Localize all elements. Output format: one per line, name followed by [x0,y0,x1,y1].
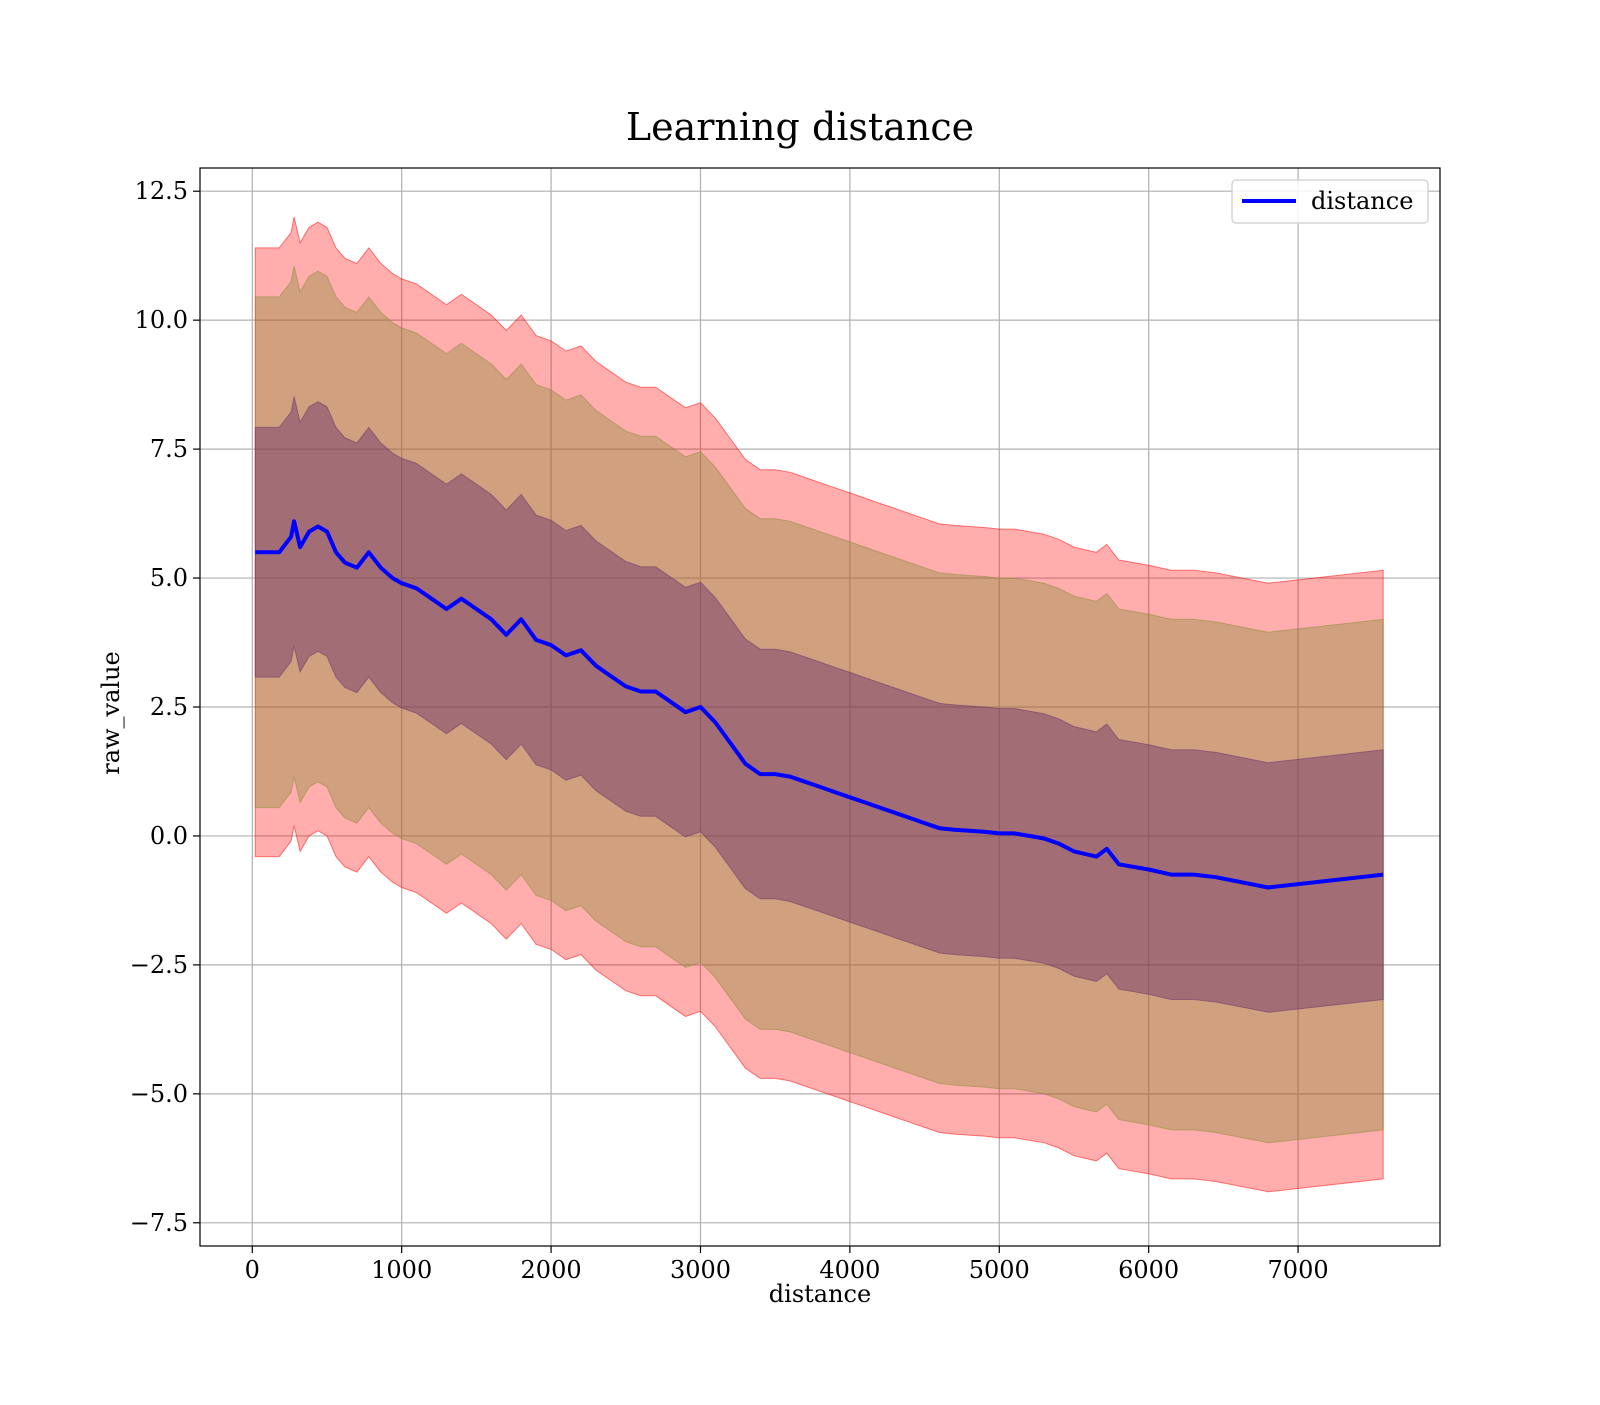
y-tick-label-0: −7.5 [130,1209,188,1237]
legend-label-distance: distance [1311,187,1413,215]
y-tick-label-1: −5.0 [130,1080,188,1108]
series-layer [255,519,1384,890]
x-axis-label: distance [769,1280,871,1308]
y-tick-label-2: −2.5 [130,951,188,979]
y-tick-label-7: 10.0 [135,306,188,334]
x-tick-label-2: 2000 [521,1256,582,1284]
x-tick-label-1: 1000 [371,1256,432,1284]
x-tick-label-7: 7000 [1268,1256,1329,1284]
y-axis-ticks: −7.5 −5.0 −2.5 0.0 2.5 5.0 7.5 10.0 12.5 [130,177,200,1237]
x-tick-label-5: 5000 [969,1256,1030,1284]
y-tick-label-8: 12.5 [135,177,188,205]
legend: distance [1231,179,1429,224]
grid [200,168,1440,1246]
band-middle [254,265,1384,1144]
x-axis-ticks: 0 1000 2000 3000 4000 5000 6000 7000 [245,1246,1329,1284]
x-tick-label-6: 6000 [1118,1256,1179,1284]
x-tick-label-4: 4000 [819,1256,880,1284]
y-tick-label-3: 0.0 [150,822,188,850]
y-tick-label-4: 2.5 [150,693,188,721]
confidence-bands [254,216,1384,1193]
series-line-distance [255,519,1384,890]
legend-box [1231,179,1429,224]
y-tick-label-6: 7.5 [150,435,188,463]
y-tick-label-5: 5.0 [150,564,188,592]
chart-title: Learning distance [626,105,974,149]
band-outer [254,216,1384,1193]
band-inner [254,396,1384,1013]
x-tick-label-0: 0 [245,1256,260,1284]
y-axis-label: raw_value [97,651,125,775]
x-tick-label-3: 3000 [670,1256,731,1284]
